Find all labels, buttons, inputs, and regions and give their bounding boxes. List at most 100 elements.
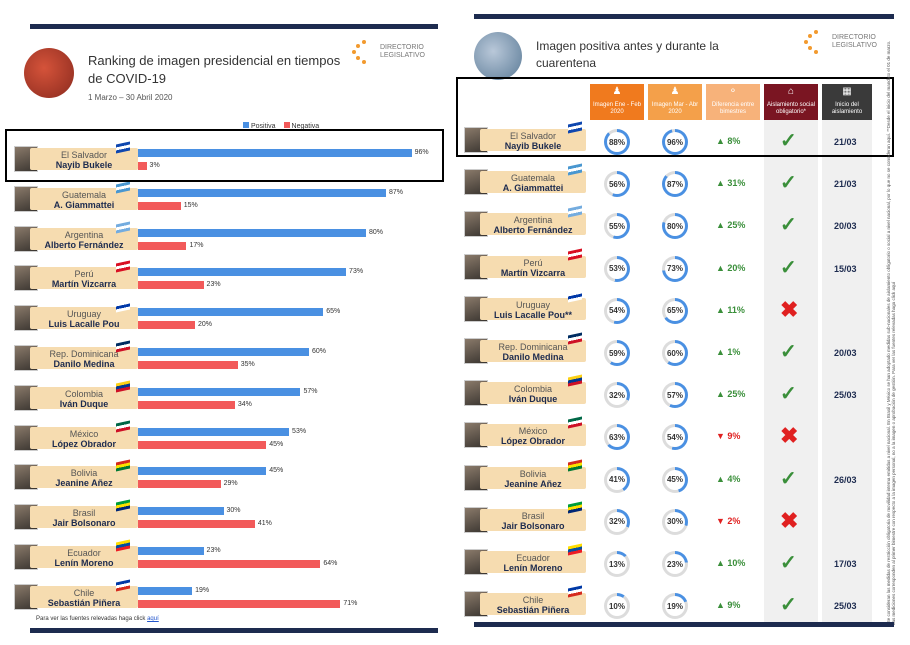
percentage-ring: 87%: [662, 171, 688, 198]
president-label: Colombia Iván Duque: [30, 386, 138, 409]
percentage-ring: 57%: [662, 382, 688, 409]
president-name: Danilo Medina: [502, 352, 564, 362]
left-footer-link[interactable]: aquí: [147, 616, 159, 622]
left-footer: Para ver las fuentes relevadas haga clic…: [36, 616, 159, 622]
positive-value-label: 60%: [312, 348, 327, 355]
percentage-ring: 23%: [662, 551, 688, 577]
ring-value: 45%: [666, 475, 683, 485]
left-title-icon: [24, 48, 74, 98]
president-label: Brasil Jair Bolsonaro: [30, 506, 138, 529]
president-label: Perú Martín Vizcarra: [480, 255, 586, 278]
negative-bar: [138, 599, 341, 608]
percentage-ring: 13%: [604, 551, 630, 577]
ring-value: 10%: [608, 601, 625, 611]
ring-value: 73%: [666, 264, 683, 274]
cross-icon: ✖: [780, 296, 799, 322]
president-label: Chile Sebastián Piñera: [480, 593, 586, 616]
negative-bar: [138, 201, 181, 210]
check-icon: ✓: [780, 256, 797, 279]
right-brand-logo: DIRECTORIO LEGISLATIVO: [804, 30, 882, 54]
negative-bar: [138, 440, 267, 449]
check-icon: ✓: [780, 383, 797, 406]
col-bg-isolation: [764, 120, 818, 625]
percentage-ring: 30%: [662, 508, 688, 535]
president-name: López Obrador: [51, 438, 116, 449]
negative-value-label: 3%: [149, 162, 160, 169]
increase-indicator: ▲ 8%: [716, 136, 741, 146]
percentage-ring: 56%: [604, 171, 630, 198]
percentage-ring: 55%: [604, 213, 630, 240]
ring-value: 96%: [666, 137, 683, 147]
ring-value: 41%: [608, 475, 625, 485]
country-name: Rep. Dominicana: [49, 349, 119, 359]
ring-value: 23%: [666, 559, 683, 569]
negative-value-label: 34%: [237, 400, 252, 408]
country-name: Colombia: [64, 388, 104, 399]
ring-value: 59%: [608, 348, 625, 358]
percentage-ring: 41%: [604, 466, 630, 493]
president-name: Martín Vizcarra: [51, 279, 117, 290]
increase-indicator: ▲ 31%: [716, 178, 746, 189]
country-name: Brasil: [72, 508, 96, 519]
increase-indicator: ▲ 11%: [716, 304, 745, 315]
decrease-indicator: ▼ 2%: [716, 515, 741, 526]
president-name: López Obrador: [500, 436, 565, 447]
country-name: Bolivia: [519, 468, 547, 479]
percentage-ring: 53%: [604, 255, 630, 282]
negative-bar: [138, 321, 195, 330]
positive-bar: [138, 427, 290, 436]
country-name: Argentina: [64, 229, 104, 240]
positive-value-label: 19%: [195, 586, 210, 594]
increase-indicator: ▲ 25%: [716, 220, 746, 231]
president-name: Jeanine Añez: [55, 478, 113, 489]
check-icon: ✓: [780, 130, 797, 152]
negative-value-label: 15%: [183, 201, 198, 209]
header-before: ♟ Imagen Ene - Feb 2020: [590, 84, 644, 120]
positive-value-label: 53%: [292, 427, 307, 435]
president-label: Brasil Jair Bolsonaro: [480, 508, 586, 531]
left-legend: Positiva Negativa: [243, 122, 319, 130]
country-name: Guatemala: [61, 189, 107, 200]
president-name: Lenín Moreno: [54, 558, 114, 568]
country-name: Ecuador: [516, 553, 550, 563]
negative-value-label: 23%: [206, 281, 221, 289]
country-name: Colombia: [513, 384, 553, 395]
ring-value: 55%: [608, 221, 625, 231]
positive-value-label: 65%: [326, 308, 341, 316]
percentage-ring: 32%: [604, 382, 630, 409]
check-icon: ✓: [780, 172, 797, 195]
president-name: Sebastián Piñera: [496, 605, 570, 616]
positive-bar: [138, 348, 309, 356]
president-name: Nayib Bukele: [504, 141, 562, 151]
compare-icon: ⚬: [728, 86, 738, 97]
positive-value-label: 80%: [369, 228, 384, 236]
percentage-ring: 63%: [604, 424, 630, 451]
positive-bar: [138, 188, 386, 197]
country-name: Uruguay: [66, 309, 102, 320]
percentage-ring: 10%: [604, 593, 630, 620]
negative-value-label: 20%: [198, 321, 213, 329]
president-label: México López Obrador: [480, 424, 586, 447]
isolation-start-date: 26/03: [834, 474, 857, 485]
negative-bar: [138, 241, 187, 250]
president-label: Uruguay Luis Lacalle Pou: [30, 307, 138, 330]
negative-value-label: 35%: [240, 361, 255, 368]
cross-icon: ✖: [780, 507, 799, 533]
negative-value-label: 45%: [269, 440, 284, 448]
president-label: México López Obrador: [30, 426, 138, 449]
negative-bar: [138, 560, 321, 568]
negative-value-label: 71%: [343, 599, 358, 607]
isolation-start-date: 21/03: [834, 137, 857, 147]
person-icon: ♟: [612, 86, 622, 97]
ring-value: 32%: [608, 517, 625, 527]
positive-bar: [138, 228, 366, 237]
positive-bar: [138, 507, 224, 516]
ring-value: 30%: [666, 517, 683, 527]
col-bg-start: [822, 120, 872, 625]
right-top-bar: [474, 14, 894, 19]
ring-value: 88%: [608, 137, 625, 147]
ring-value: 19%: [666, 601, 683, 611]
people-icon: ♟: [670, 86, 680, 97]
percentage-ring: 45%: [662, 466, 688, 493]
country-name: Bolivia: [70, 468, 98, 479]
